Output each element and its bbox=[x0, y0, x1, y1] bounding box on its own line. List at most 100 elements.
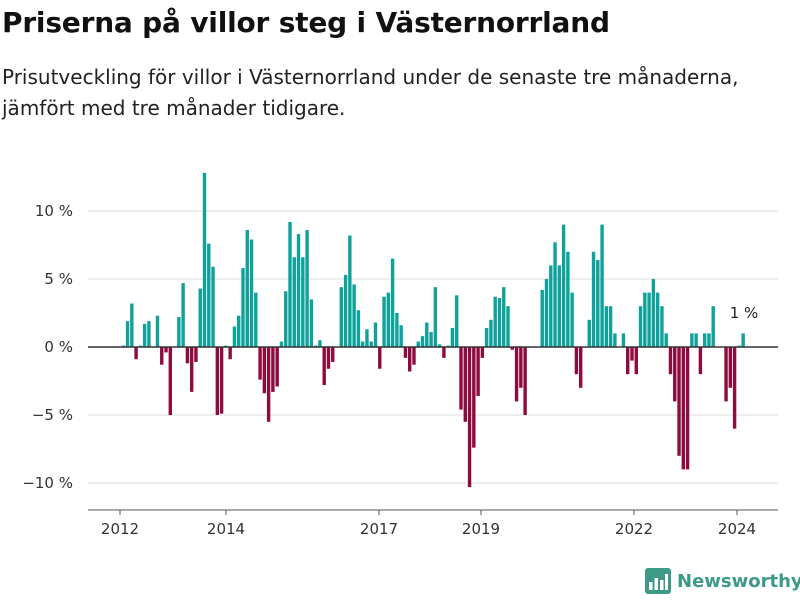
bar bbox=[207, 243, 211, 347]
bar bbox=[326, 347, 331, 369]
bar bbox=[600, 224, 604, 347]
bar bbox=[416, 341, 420, 347]
bar bbox=[266, 347, 271, 422]
bar bbox=[668, 347, 673, 375]
bar bbox=[450, 327, 455, 347]
newsworthy-logo[interactable]: Newsworthy bbox=[645, 568, 800, 594]
bar bbox=[711, 306, 715, 347]
bar bbox=[275, 347, 279, 387]
bar bbox=[378, 347, 382, 369]
bar bbox=[455, 295, 459, 347]
chart-subtitle: Prisutveckling för villor i Västernorrla… bbox=[2, 65, 739, 120]
bar bbox=[237, 315, 241, 347]
bar bbox=[390, 258, 395, 347]
bar bbox=[194, 347, 198, 362]
bar bbox=[591, 251, 596, 347]
bar bbox=[202, 172, 207, 347]
bar bbox=[587, 319, 591, 347]
bar bbox=[279, 341, 284, 347]
bar bbox=[519, 347, 523, 388]
y-tick-label: −5 % bbox=[32, 406, 73, 424]
bar bbox=[694, 333, 698, 347]
bar bbox=[523, 347, 527, 415]
bar bbox=[677, 347, 681, 456]
bar bbox=[155, 315, 160, 347]
bar bbox=[732, 347, 737, 429]
bar bbox=[386, 292, 391, 347]
x-tick-label: 2019 bbox=[462, 520, 500, 538]
bar bbox=[245, 230, 249, 347]
bar bbox=[549, 265, 553, 347]
price-change-bar-chart: 10 % 5 % 0 % −5 % −10 % 2012 2014 2017 2019 2022… bbox=[22, 172, 778, 538]
bar bbox=[271, 347, 275, 392]
bar bbox=[420, 336, 425, 347]
bar bbox=[442, 347, 446, 358]
bar bbox=[292, 257, 296, 347]
bar bbox=[685, 347, 690, 470]
bar bbox=[638, 306, 643, 347]
chart-title: Priserna på villor steg i Västernorrland bbox=[2, 6, 610, 39]
bar bbox=[664, 333, 668, 347]
bar bbox=[168, 347, 172, 415]
x-tick-label: 2014 bbox=[207, 520, 245, 538]
bar bbox=[301, 257, 305, 347]
bar bbox=[322, 347, 326, 386]
y-tick-label: 10 % bbox=[35, 202, 73, 220]
bar bbox=[698, 347, 703, 375]
bar bbox=[142, 323, 147, 347]
bar bbox=[288, 221, 292, 347]
bar bbox=[125, 321, 130, 347]
bar bbox=[399, 325, 403, 347]
x-tick-label: 2012 bbox=[101, 520, 139, 538]
bar bbox=[348, 235, 352, 347]
bar bbox=[219, 347, 224, 414]
bar bbox=[412, 347, 416, 365]
bar bbox=[369, 341, 373, 347]
bar bbox=[296, 234, 301, 347]
y-axis-tick-labels: 10 % 5 % 0 % −5 % −10 % bbox=[22, 202, 73, 492]
y-tick-label: 0 % bbox=[44, 338, 73, 356]
bar bbox=[425, 322, 429, 347]
bar bbox=[608, 306, 613, 347]
bar bbox=[634, 347, 638, 375]
bar bbox=[130, 303, 134, 347]
bar bbox=[459, 347, 463, 410]
bar bbox=[702, 333, 707, 347]
bar bbox=[681, 347, 685, 470]
bar bbox=[643, 292, 647, 347]
bar bbox=[331, 347, 335, 362]
bar bbox=[215, 347, 220, 415]
bar bbox=[497, 298, 502, 347]
bar bbox=[651, 279, 656, 347]
bar bbox=[189, 347, 194, 392]
bar bbox=[741, 333, 745, 347]
bar bbox=[604, 306, 609, 347]
bar bbox=[356, 310, 361, 347]
bar bbox=[309, 299, 314, 347]
bars bbox=[121, 172, 745, 488]
bar bbox=[557, 265, 562, 347]
bar bbox=[574, 347, 579, 375]
bar bbox=[241, 268, 245, 347]
x-tick-label: 2024 bbox=[718, 520, 756, 538]
bar bbox=[147, 321, 151, 347]
bar bbox=[181, 283, 185, 347]
bar bbox=[318, 340, 322, 347]
bar bbox=[467, 347, 472, 488]
bar-chart-logo-icon bbox=[645, 568, 671, 594]
bar bbox=[408, 347, 412, 372]
bar bbox=[373, 322, 378, 347]
bar bbox=[480, 347, 485, 358]
y-tick-label: 5 % bbox=[44, 270, 73, 288]
bar bbox=[566, 251, 570, 347]
bar bbox=[258, 347, 262, 380]
bar bbox=[134, 347, 138, 360]
bar bbox=[707, 333, 711, 347]
bar bbox=[343, 274, 348, 347]
bar bbox=[429, 332, 433, 347]
bar bbox=[724, 347, 728, 402]
bar bbox=[690, 333, 694, 347]
bar bbox=[160, 347, 164, 365]
bar bbox=[284, 291, 288, 347]
bar bbox=[472, 347, 476, 448]
